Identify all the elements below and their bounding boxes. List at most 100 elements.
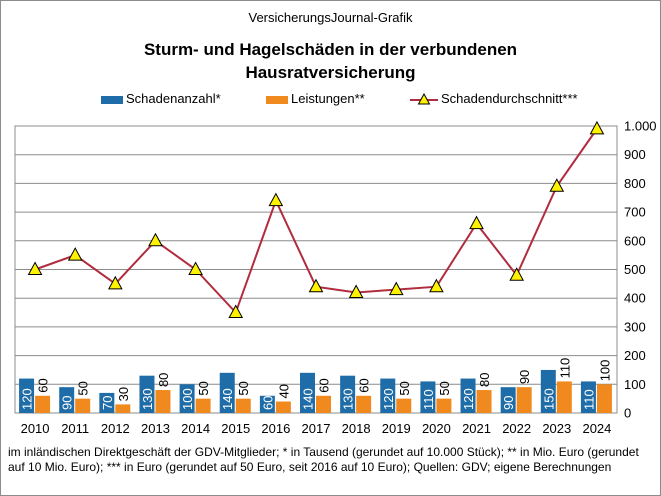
bar-leistungen-label: 60 (357, 378, 372, 392)
x-tick-label: 2010 (21, 421, 50, 436)
bar-schadenanzahl (340, 375, 356, 413)
marker-schadendurchschnitt (107, 275, 123, 290)
x-tick-label: 2020 (422, 421, 451, 436)
bar-schadenanzahl-label: 60 (260, 396, 275, 410)
marker-schadendurchschnitt (188, 261, 203, 275)
bar-schadenanzahl-label: 130 (341, 388, 356, 410)
y-tick-label: 600 (624, 233, 646, 248)
marker-schadendurchschnitt (549, 178, 565, 192)
bar-leistungen-label: 100 (597, 360, 612, 382)
marker-schadendurchschnitt (308, 278, 324, 293)
bar-schadenanzahl-label: 90 (60, 396, 75, 410)
x-tick-label: 2019 (382, 421, 411, 436)
bar-leistungen (195, 398, 211, 413)
bar-leistungen (235, 398, 251, 413)
bar-leistungen-label: 50 (196, 381, 211, 395)
bar-leistungen (516, 387, 532, 413)
chart-title: Sturm- und Hagelschäden in der verbunden… (0, 38, 661, 84)
bar-leistungen (115, 404, 131, 413)
bar-schadenanzahl (99, 392, 115, 413)
bar-schadenanzahl-label: 90 (501, 396, 516, 410)
bar-schadenanzahl (500, 387, 516, 413)
y-tick-label: 1.000 (624, 119, 657, 134)
bar-leistungen-label: 30 (116, 387, 131, 401)
legend-label-schadenanzahl: Schadenanzahl* (126, 91, 221, 106)
bar-schadenanzahl-label: 110 (421, 389, 436, 410)
bar-leistungen-label: 50 (76, 381, 91, 395)
bar-leistungen (275, 401, 291, 413)
bar-leistungen-label: 60 (317, 378, 332, 392)
marker-schadendurchschnitt (228, 304, 244, 319)
bar-leistungen (155, 390, 171, 413)
y-tick-label: 800 (624, 176, 646, 191)
legend-item-schadenanzahl: Schadenanzahl* (101, 91, 221, 106)
bar-schadenanzahl (380, 378, 396, 413)
x-tick-label: 2012 (101, 421, 130, 436)
x-tick-label: 2017 (302, 421, 331, 436)
bar-schadenanzahl-label: 100 (180, 388, 195, 410)
bar-leistungen (75, 398, 91, 413)
bar-schadenanzahl (179, 384, 195, 413)
y-tick-label: 0 (624, 406, 631, 421)
y-tick-label: 400 (624, 291, 646, 306)
y-tick-label: 500 (624, 262, 646, 277)
marker-schadendurchschnitt (268, 192, 284, 207)
bar-schadenanzahl-label: 140 (220, 388, 235, 410)
legend-line-marker-icon (410, 92, 438, 105)
bar-schadenanzahl-label: 140 (301, 388, 316, 410)
marker-schadendurchschnitt (509, 267, 525, 281)
bar-schadenanzahl (139, 375, 155, 413)
bar-leistungen-label: 110 (557, 358, 572, 379)
y-tick-label: 700 (624, 205, 646, 220)
bar-schadenanzahl-label: 120 (381, 388, 396, 410)
bar-schadenanzahl (540, 369, 556, 413)
legend-label-schadendurchschnitt: Schadendurchschnitt*** (441, 91, 578, 106)
bar-leistungen (35, 395, 51, 413)
y-tick-label: 300 (624, 319, 646, 334)
marker-schadendurchschnitt (388, 281, 404, 296)
bar-schadenanzahl (19, 378, 35, 413)
bar-schadenanzahl-label: 130 (140, 388, 155, 410)
chart-source: VersicherungsJournal-Grafik (248, 10, 413, 25)
bar-leistungen-label: 60 (36, 378, 51, 392)
bar-schadenanzahl (420, 381, 436, 413)
legend-item-schadendurchschnitt: Schadendurchschnitt*** (410, 91, 578, 107)
y-tick-label: 100 (624, 377, 646, 392)
bar-schadenanzahl (219, 372, 235, 413)
bar-leistungen (436, 398, 452, 413)
marker-schadendurchschnitt (469, 215, 484, 230)
x-tick-label: 2011 (61, 421, 89, 436)
x-tick-label: 2022 (502, 421, 531, 436)
legend-label-leistungen: Leistungen** (291, 91, 365, 106)
marker-schadendurchschnitt (429, 278, 444, 293)
bar-schadenanzahl (300, 372, 315, 413)
y-tick-label: 900 (624, 147, 646, 162)
bar-schadenanzahl (580, 381, 596, 413)
y-tick-label: 200 (624, 348, 646, 363)
bar-schadenanzahl-label: 120 (461, 388, 476, 410)
bar-schadenanzahl-label: 70 (100, 396, 115, 410)
marker-schadendurchschnitt (67, 247, 83, 261)
bar-leistungen-label: 50 (236, 381, 251, 395)
bar-leistungen-label: 50 (397, 381, 412, 395)
bar-leistungen (596, 384, 612, 413)
x-tick-label: 2015 (221, 421, 250, 436)
chart-title-line-2: Hausratversicherung (245, 63, 416, 82)
x-tick-label: 2023 (542, 421, 571, 436)
legend-swatch-leistungen (266, 95, 288, 104)
bar-leistungen (396, 398, 412, 413)
bar-schadenanzahl-label: 110 (581, 389, 596, 410)
bar-leistungen (476, 390, 492, 413)
bar-leistungen (316, 395, 331, 413)
bar-schadenanzahl (259, 395, 275, 413)
x-tick-label: 2014 (181, 421, 210, 436)
marker-schadendurchschnitt (348, 284, 364, 298)
bar-leistungen (356, 395, 372, 413)
bar-schadenanzahl (59, 387, 75, 413)
marker-schadendurchschnitt (148, 232, 163, 247)
x-tick-label: 2018 (342, 421, 371, 436)
bar-leistungen-label: 80 (156, 373, 171, 387)
bar-leistungen-label: 90 (517, 370, 532, 384)
marker-schadendurchschnitt (589, 120, 605, 135)
